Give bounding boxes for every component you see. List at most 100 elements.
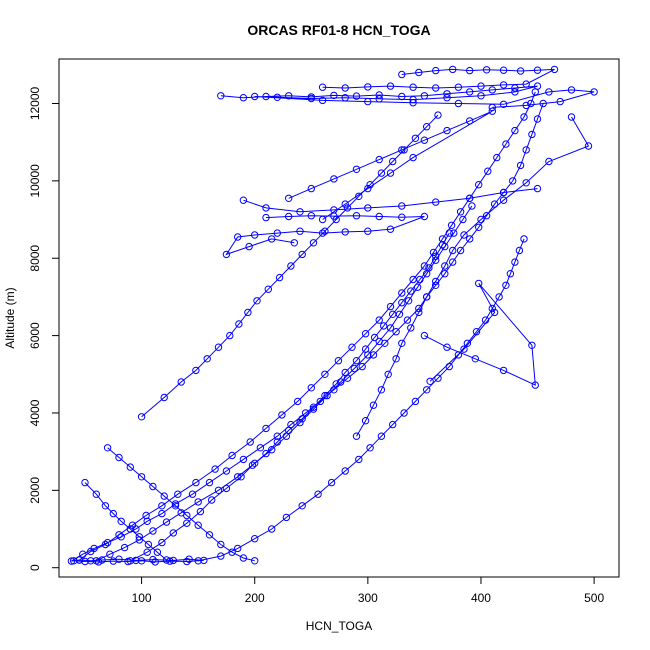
data-point — [217, 540, 225, 549]
data-point — [364, 83, 372, 91]
y-tick-label: 10000 — [28, 164, 42, 198]
data-point — [162, 556, 171, 564]
data-point — [75, 556, 84, 564]
y-axis-label: Altitude (m) — [3, 287, 17, 348]
data-point — [584, 142, 593, 150]
data-point — [251, 535, 259, 543]
data-point — [70, 557, 78, 565]
data-point — [475, 181, 483, 189]
data-point — [132, 556, 140, 565]
data-point — [160, 492, 168, 500]
series-4 — [318, 65, 559, 92]
data-point — [434, 374, 442, 382]
y-tick-label: 12000 — [28, 86, 42, 120]
data-point — [454, 83, 463, 91]
data-point — [398, 146, 406, 154]
data-point — [158, 538, 166, 547]
data-point — [398, 202, 406, 210]
series-line-11 — [107, 447, 255, 562]
data-point — [234, 233, 242, 241]
series-13 — [285, 107, 496, 224]
data-point — [450, 229, 458, 237]
data-point — [499, 188, 508, 197]
y-tick-label: 8000 — [28, 245, 42, 272]
data-point — [441, 270, 449, 278]
data-point — [341, 368, 349, 377]
data-point — [409, 83, 417, 91]
data-point — [398, 299, 406, 307]
data-point — [307, 94, 315, 103]
data-point — [285, 426, 293, 435]
data-point — [375, 91, 383, 99]
data-point — [386, 82, 395, 90]
data-point — [443, 126, 451, 135]
data-point — [222, 250, 231, 259]
data-point — [516, 161, 525, 170]
data-point — [285, 194, 293, 203]
data-point — [477, 82, 485, 90]
data-point — [355, 455, 363, 464]
data-point — [527, 99, 535, 108]
data-point — [528, 341, 536, 349]
data-point — [499, 366, 508, 375]
data-point — [550, 65, 559, 74]
data-point — [392, 328, 400, 336]
data-point — [117, 517, 125, 525]
data-point — [389, 157, 397, 166]
data-point — [355, 192, 363, 201]
data-point — [158, 509, 166, 518]
data-point — [380, 322, 388, 330]
data-point — [273, 93, 281, 102]
series-12 — [81, 478, 171, 564]
data-point — [296, 227, 304, 235]
data-point — [522, 146, 530, 154]
data-point — [237, 473, 245, 481]
data-point — [429, 248, 438, 257]
data-point — [253, 297, 261, 305]
data-point — [545, 157, 553, 166]
data-point — [511, 126, 519, 135]
data-point — [350, 364, 358, 373]
data-point — [149, 482, 157, 491]
data-point — [502, 281, 510, 289]
data-point — [420, 92, 429, 100]
data-point — [398, 70, 406, 79]
data-point — [332, 380, 340, 388]
data-point — [443, 343, 451, 351]
data-point — [420, 212, 429, 221]
data-point — [472, 328, 481, 336]
data-point — [275, 273, 284, 282]
data-point — [214, 343, 223, 351]
data-point — [423, 293, 431, 301]
data-point — [137, 557, 146, 565]
data-point — [460, 231, 468, 239]
data-point — [386, 302, 395, 311]
data-point — [361, 345, 370, 353]
data-point — [256, 444, 265, 452]
data-point — [377, 432, 386, 440]
data-point — [205, 478, 214, 487]
data-point — [449, 65, 457, 74]
data-point — [235, 320, 243, 328]
data-point — [454, 99, 463, 108]
data-point — [398, 213, 406, 221]
series-line-14 — [243, 188, 538, 213]
data-point — [296, 208, 304, 216]
data-point — [375, 155, 383, 164]
data-point — [477, 92, 485, 100]
data-point — [188, 490, 197, 498]
data-point — [352, 92, 361, 100]
data-point — [327, 478, 336, 487]
series-5 — [126, 229, 453, 565]
data-point — [352, 432, 361, 440]
data-point — [183, 511, 191, 520]
data-point — [251, 459, 259, 467]
data-point — [411, 397, 420, 406]
y-tick-label: 0 — [28, 564, 42, 571]
data-point — [67, 557, 76, 565]
data-point — [520, 113, 528, 121]
data-point — [314, 490, 322, 498]
data-point — [533, 115, 542, 123]
